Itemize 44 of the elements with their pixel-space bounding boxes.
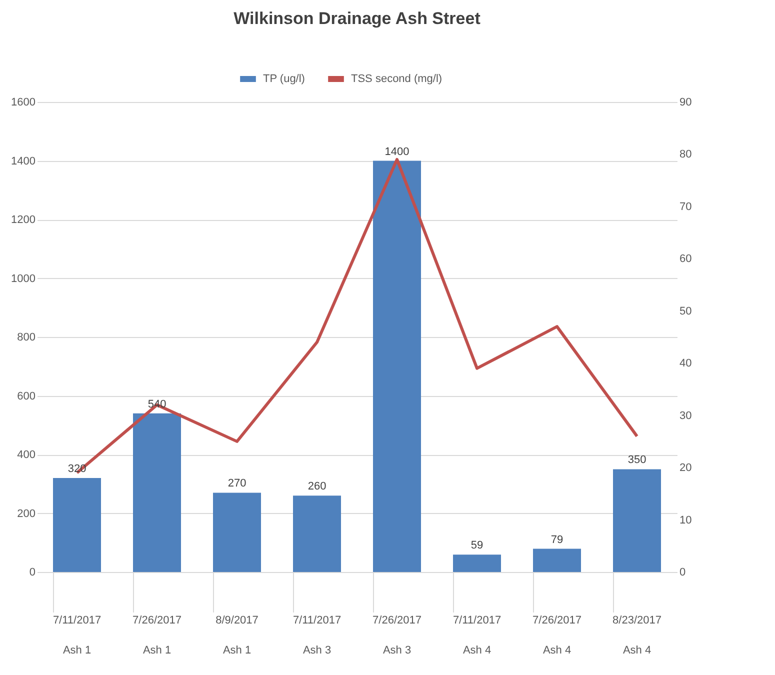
category-label: 8/23/2017 Ash 4 (612, 614, 662, 656)
y2-tick-label: 90 (680, 96, 692, 108)
data-label: 1400 (384, 146, 410, 158)
bar (133, 413, 181, 572)
category-label: 7/26/2017 Ash 3 (372, 614, 422, 656)
data-label: 260 (308, 480, 326, 493)
y2-tick-label: 80 (680, 148, 692, 161)
y2-tick-label: 10 (680, 514, 692, 526)
y2-tick-label: 30 (680, 410, 692, 422)
chart-title: Wilkinson Drainage Ash Street (234, 9, 481, 28)
y2-tick-label: 0 (680, 566, 686, 578)
y-tick-label: 1600 (11, 96, 36, 108)
bar (613, 469, 661, 572)
y-tick-label: 0 (29, 566, 36, 578)
bar (533, 548, 581, 572)
category-label: 7/26/2017 Ash 4 (532, 614, 582, 656)
bar (453, 554, 501, 572)
category-label: 8/9/2017 Ash 1 (216, 614, 258, 656)
legend-label: TSS second (mg/l) (351, 73, 442, 85)
y-tick-label: 800 (17, 332, 36, 344)
y-tick-label: 1400 (11, 155, 36, 168)
y-tick-label: 400 (17, 449, 36, 461)
bar (373, 160, 421, 572)
data-label: 350 (628, 454, 646, 466)
category-label: 7/26/2017 Ash 1 (132, 614, 182, 656)
category-label: 7/11/2017 Ash 3 (292, 614, 342, 656)
y2-tick-label: 50 (680, 305, 692, 318)
data-label: 270 (228, 478, 246, 490)
y2-tick-label: 20 (680, 462, 692, 474)
bar (293, 496, 341, 572)
data-label: 59 (470, 540, 484, 552)
y-tick-label: 200 (17, 508, 36, 520)
bar (53, 478, 101, 572)
y2-tick-label: 60 (680, 253, 692, 266)
category-label: 7/11/2017 Ash 1 (52, 614, 102, 656)
data-label: 79 (550, 534, 564, 546)
y-tick-label: 600 (17, 390, 36, 402)
y2-tick-label: 70 (680, 200, 692, 213)
legend-label: TP (ug/l) (263, 73, 305, 85)
y-tick-label: 1000 (11, 272, 36, 285)
y-tick-label: 1200 (11, 214, 36, 226)
y2-tick-label: 40 (680, 358, 692, 370)
bar (213, 492, 261, 572)
category-label: 7/11/2017 Ash 4 (452, 614, 502, 656)
